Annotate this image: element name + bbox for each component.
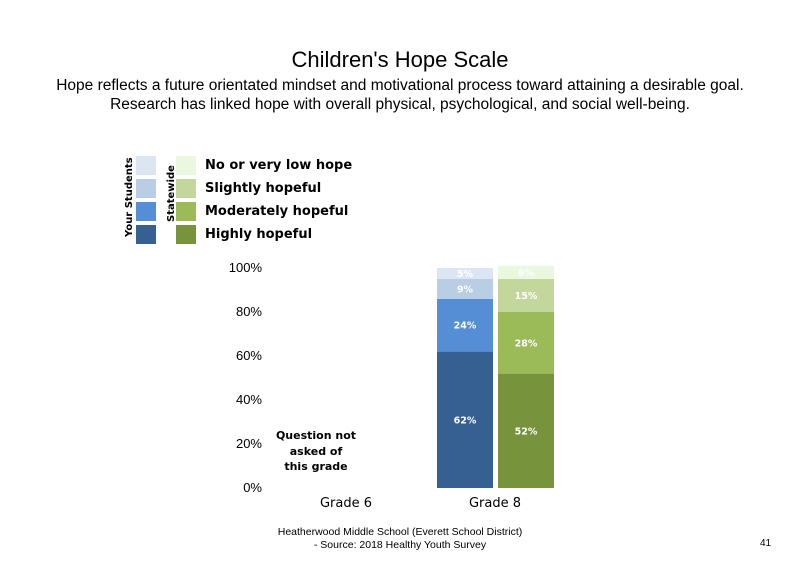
data-label: 9% — [457, 284, 474, 295]
not-asked-annotation: Question not asked of this grade — [266, 428, 366, 475]
bar-segment — [437, 268, 493, 279]
legend-swatch-your-moderate — [136, 202, 156, 221]
x-tick-label-grade-8: Grade 8 — [468, 496, 522, 511]
data-label: 52% — [515, 426, 538, 437]
legend-label-none: No or very low hope — [205, 158, 353, 173]
y-tick-label: 40% — [235, 392, 262, 407]
subtitle-line-2: Research has linked hope with overall ph… — [110, 96, 690, 113]
bar-segment — [498, 265, 554, 279]
data-label: 15% — [515, 291, 538, 302]
footer-school: Heatherwood Middle School (Everett Schoo… — [277, 526, 523, 538]
legend-label-slight: Slightly hopeful — [205, 181, 322, 196]
legend-swatch-state-slight — [176, 179, 196, 198]
annotation-line: asked of — [289, 444, 343, 458]
page-number: 41 — [760, 538, 772, 549]
source-footer: Heatherwood Middle School (Everett Schoo… — [240, 526, 560, 552]
annotation-line: this grade — [284, 460, 348, 473]
subtitle-line-1: Hope reflects a future orientated mindse… — [56, 77, 744, 94]
legend-swatch-state-none — [176, 156, 196, 175]
bar-segment — [498, 373, 554, 488]
chart-title: Children's Hope Scale — [291, 47, 509, 72]
legend-swatch-state-moderate — [176, 202, 196, 221]
y-tick-label: 100% — [228, 260, 262, 275]
legend-label-moderate: Moderately hopeful — [205, 204, 349, 219]
data-label: 28% — [515, 338, 538, 349]
legend-swatch-state-high — [176, 225, 196, 244]
y-tick-label: 60% — [235, 348, 262, 363]
footer-source: - Source: 2018 Healthy Youth Survey — [313, 539, 487, 551]
x-tick-label-grade-6: Grade 6 — [319, 496, 373, 511]
chart-subtitle: Hope reflects a future orientated mindse… — [40, 76, 760, 114]
y-tick-label: 20% — [235, 436, 262, 451]
annotation-line: Question not — [275, 429, 357, 442]
data-label: 24% — [454, 321, 477, 332]
y-tick-label: 0% — [243, 480, 262, 495]
bar-segment — [437, 298, 493, 352]
y-tick-label: 80% — [235, 304, 262, 319]
legend-swatch-your-none — [136, 156, 156, 175]
bar-segment — [498, 279, 554, 312]
bar-segment — [437, 351, 493, 488]
data-label: 5% — [457, 269, 474, 280]
data-label: 6% — [518, 268, 535, 279]
legend-swatch-your-high — [136, 225, 156, 244]
bar-segment — [437, 279, 493, 299]
bar-segment — [498, 312, 554, 374]
legend-label-high: Highly hopeful — [205, 227, 313, 242]
data-label: 62% — [454, 415, 477, 426]
legend-swatch-your-slight — [136, 179, 156, 198]
